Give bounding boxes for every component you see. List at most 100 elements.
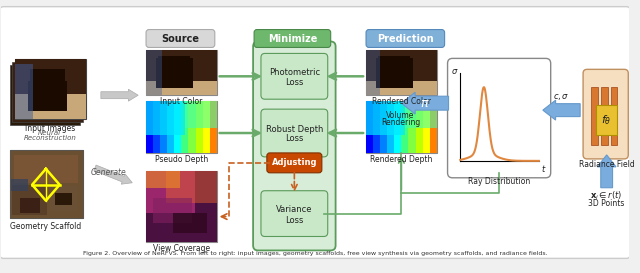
- Text: Rendered Color: Rendered Color: [372, 97, 431, 106]
- Bar: [366, 51, 380, 95]
- Bar: [166, 171, 217, 203]
- Text: Loss: Loss: [285, 216, 303, 225]
- Bar: [28, 81, 67, 111]
- Bar: [167, 101, 174, 153]
- Text: Geometry Scaffold: Geometry Scaffold: [10, 222, 81, 231]
- Bar: [30, 69, 65, 81]
- Bar: [376, 58, 413, 88]
- Bar: [596, 105, 618, 135]
- Bar: [153, 198, 192, 222]
- Text: Loss: Loss: [285, 135, 303, 144]
- Bar: [146, 171, 180, 188]
- Text: $\sigma$: $\sigma$: [451, 67, 458, 76]
- Bar: [160, 101, 167, 153]
- Bar: [380, 101, 387, 153]
- Text: Adjusting: Adjusting: [271, 158, 317, 167]
- Text: $\pi$: $\pi$: [420, 97, 430, 110]
- Text: Volume: Volume: [386, 111, 415, 120]
- Text: Variance: Variance: [276, 205, 312, 214]
- Bar: [12, 185, 47, 215]
- Bar: [10, 150, 83, 218]
- Bar: [611, 87, 618, 145]
- Text: Source: Source: [161, 34, 200, 43]
- Bar: [10, 150, 83, 218]
- Text: Generate: Generate: [91, 168, 127, 177]
- Bar: [378, 57, 410, 66]
- Bar: [158, 57, 190, 66]
- Bar: [366, 101, 405, 135]
- Bar: [146, 51, 217, 95]
- Bar: [156, 58, 193, 88]
- Text: Rendering: Rendering: [381, 118, 420, 127]
- Text: Figure 2. Overview of NeRFVS. From left to right: input images, geometry scaffol: Figure 2. Overview of NeRFVS. From left …: [83, 251, 547, 256]
- Bar: [429, 101, 436, 153]
- Bar: [173, 213, 207, 233]
- Text: Pseudo Depth: Pseudo Depth: [155, 155, 208, 164]
- Bar: [146, 171, 217, 242]
- Bar: [146, 171, 195, 213]
- Bar: [186, 101, 217, 128]
- FancyBboxPatch shape: [261, 109, 328, 157]
- Bar: [188, 101, 196, 153]
- Bar: [601, 87, 607, 145]
- Bar: [146, 101, 153, 153]
- Bar: [146, 51, 162, 95]
- Bar: [366, 101, 373, 153]
- Bar: [15, 60, 86, 98]
- Bar: [422, 101, 429, 153]
- Bar: [203, 101, 210, 153]
- Bar: [146, 51, 217, 95]
- Bar: [146, 101, 217, 153]
- Bar: [181, 101, 188, 153]
- Bar: [50, 186, 77, 211]
- FancyBboxPatch shape: [583, 69, 628, 159]
- Bar: [146, 51, 217, 81]
- Bar: [408, 101, 415, 153]
- Bar: [15, 155, 78, 183]
- Bar: [54, 193, 72, 205]
- Text: $\mathbf{x}_i \in r(t)$: $\mathbf{x}_i \in r(t)$: [591, 190, 623, 202]
- FancyBboxPatch shape: [146, 29, 215, 48]
- Text: View Coverage: View Coverage: [153, 244, 210, 253]
- Text: Input Images: Input Images: [25, 124, 75, 133]
- Bar: [401, 101, 408, 153]
- Bar: [394, 101, 401, 153]
- Text: $t$: $t$: [541, 163, 547, 174]
- Text: Radiance Field: Radiance Field: [579, 160, 634, 169]
- Text: Neural: Neural: [38, 130, 61, 136]
- Text: Ray Distribution: Ray Distribution: [467, 177, 530, 186]
- FancyArrow shape: [597, 155, 616, 188]
- Bar: [405, 101, 436, 128]
- Bar: [12, 62, 83, 122]
- FancyArrow shape: [101, 89, 138, 101]
- Bar: [366, 51, 436, 95]
- FancyBboxPatch shape: [261, 54, 328, 99]
- Bar: [153, 101, 160, 153]
- FancyArrow shape: [401, 92, 449, 114]
- Text: Minimize: Minimize: [268, 34, 317, 43]
- FancyArrow shape: [543, 100, 580, 120]
- Bar: [146, 171, 217, 242]
- Text: $c, \sigma$: $c, \sigma$: [554, 92, 570, 102]
- FancyBboxPatch shape: [0, 7, 630, 258]
- FancyBboxPatch shape: [447, 58, 550, 178]
- FancyBboxPatch shape: [254, 29, 331, 48]
- FancyBboxPatch shape: [261, 191, 328, 236]
- Bar: [146, 101, 186, 135]
- Text: Robust Depth: Robust Depth: [266, 124, 323, 133]
- Bar: [15, 64, 33, 119]
- Bar: [366, 51, 436, 81]
- Text: Input Color: Input Color: [160, 97, 203, 106]
- FancyBboxPatch shape: [253, 41, 335, 250]
- Bar: [196, 101, 203, 153]
- Bar: [373, 101, 380, 153]
- Bar: [415, 101, 422, 153]
- Text: Reconstruction: Reconstruction: [24, 135, 76, 141]
- Bar: [10, 179, 28, 191]
- Text: 3D Points: 3D Points: [588, 199, 625, 208]
- Bar: [174, 101, 181, 153]
- Text: Loss: Loss: [285, 78, 303, 87]
- Text: Photometric: Photometric: [269, 68, 320, 77]
- Bar: [591, 87, 598, 145]
- FancyBboxPatch shape: [366, 29, 445, 48]
